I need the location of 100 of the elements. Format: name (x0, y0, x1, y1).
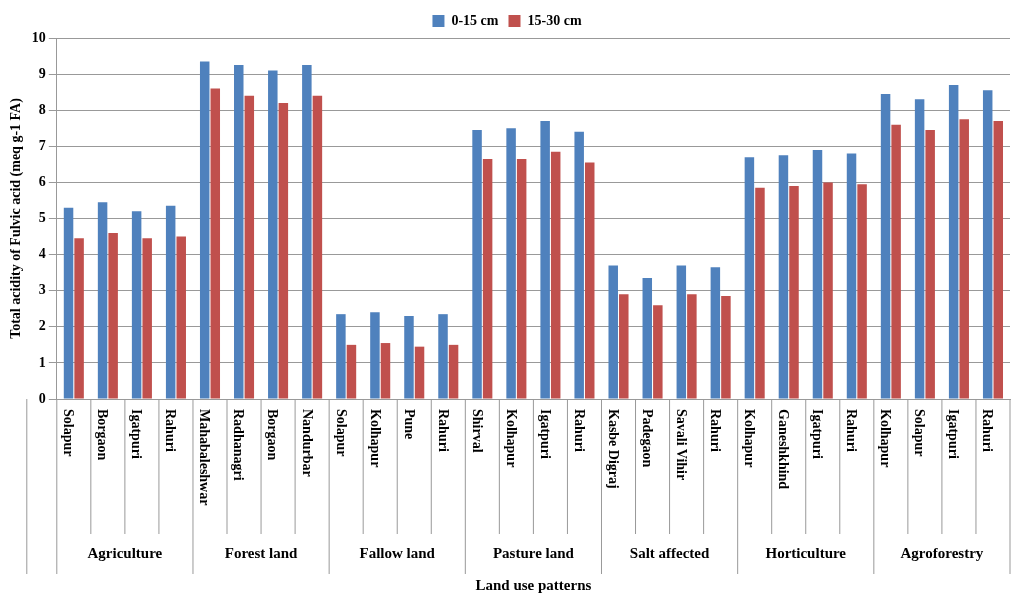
text: Forest land (224, 544, 299, 561)
bar (210, 88, 221, 399)
bar (982, 90, 993, 399)
x-tick-label: Savali Vihir (673, 409, 689, 481)
y-tick-label: 2 (38, 318, 46, 334)
x-tick-label: Ganeshkhind (776, 409, 792, 490)
y-axis-title: Total acidity of Fulvic acid (meq g-1 FA) (8, 97, 25, 339)
bar (302, 65, 312, 399)
bar (948, 84, 959, 399)
bar (993, 121, 1003, 399)
x-tick-label: Kolhapur (367, 409, 383, 468)
legend-label: 15-30 cm (527, 12, 582, 28)
x-axis-title: Land use patterns (475, 576, 592, 593)
bar (234, 65, 244, 399)
bar (550, 151, 561, 399)
x-tick-label: Shirval (469, 409, 485, 453)
bar (789, 186, 799, 399)
bar (346, 344, 357, 399)
bar (721, 296, 731, 399)
y-tick-label: 10 (31, 29, 46, 45)
y-tick-label: 6 (38, 174, 46, 190)
x-tick-label: Borgaon (265, 409, 281, 461)
bar (370, 312, 380, 399)
x-tick-label: Rahuri (435, 409, 451, 452)
bar (778, 155, 789, 399)
bar (278, 102, 289, 399)
x-tick-label: Kasbe Digraj (605, 409, 621, 489)
x-tick-label: Borgaon (95, 409, 111, 461)
bar (472, 130, 482, 399)
bar (74, 238, 84, 399)
legend-label: 0-15 cm (451, 12, 499, 28)
text: Agroforestry (900, 544, 984, 561)
x-tick-label: Nandurbar (299, 409, 315, 477)
bar (516, 158, 527, 399)
bar (823, 182, 833, 399)
bar (755, 187, 765, 399)
x-tick-label: Rahuri (163, 409, 179, 452)
bar (653, 305, 663, 399)
x-tick-label: Pune (401, 409, 417, 440)
bar (97, 202, 108, 399)
text: Pasture land (492, 544, 575, 561)
y-tick-label: 0 (38, 390, 46, 406)
x-tick-label: Padegaon (639, 409, 655, 468)
bar (642, 278, 653, 399)
bar (142, 238, 152, 399)
x-tick-label: Rahuri (980, 409, 996, 452)
x-tick-label: Solapur (912, 409, 928, 457)
x-tick-label: Radhanagri (231, 409, 247, 481)
bar (812, 149, 823, 399)
bar (676, 265, 687, 399)
bar (574, 131, 584, 399)
bar (438, 314, 448, 399)
text: Agriculture (87, 544, 163, 561)
bar (608, 265, 618, 399)
bar (687, 294, 697, 399)
y-tick-label: 7 (38, 137, 46, 153)
bar (925, 130, 935, 399)
x-tick-label: Rahuri (571, 409, 587, 452)
y-tick-label: 1 (38, 354, 46, 370)
bar (380, 343, 391, 399)
y-tick-label: 5 (38, 210, 46, 226)
text: Horticulture (765, 544, 847, 561)
bar (619, 294, 629, 399)
bar (414, 346, 425, 399)
x-tick-label: Igatpuri (810, 409, 826, 459)
bar (108, 232, 118, 399)
x-tick-label: Rahuri (844, 409, 860, 452)
bar (244, 95, 255, 399)
bar (857, 184, 867, 399)
bar (891, 124, 901, 399)
bar (199, 61, 210, 399)
bar (482, 158, 493, 399)
y-tick-label: 4 (38, 246, 46, 262)
bar (268, 70, 278, 399)
bar (584, 162, 595, 399)
bar (880, 93, 891, 399)
x-tick-label: Igatpuri (129, 409, 145, 459)
bar (914, 99, 925, 399)
y-tick-label: 3 (38, 282, 46, 298)
text: Salt affected (629, 544, 710, 561)
x-tick-label: Kolhapur (878, 409, 894, 468)
bar (448, 344, 459, 399)
bar (131, 211, 142, 399)
bar (63, 207, 74, 399)
x-tick-label: Igatpuri (946, 409, 962, 459)
x-tick-label: Igatpuri (537, 409, 553, 459)
bar (336, 314, 346, 399)
bar (404, 315, 414, 399)
bar (312, 95, 323, 399)
bar (165, 205, 176, 399)
x-tick-label: Kolhapur (742, 409, 758, 468)
bar (959, 119, 969, 399)
x-tick-label: Solapur (333, 409, 349, 457)
x-tick-label: Kolhapur (503, 409, 519, 468)
y-tick-label: 8 (38, 101, 46, 117)
bar (710, 267, 721, 399)
bar (506, 128, 516, 399)
y-tick-label: 9 (38, 65, 46, 81)
bar (846, 153, 857, 399)
x-tick-label: Mahabaleshwar (197, 409, 213, 506)
